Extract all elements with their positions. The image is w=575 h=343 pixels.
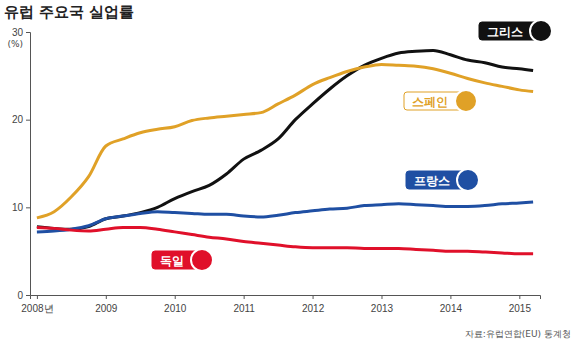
y-axis-line [26, 33, 31, 296]
series-label-text: 스페인 [412, 95, 448, 109]
series-label-badge [530, 20, 552, 42]
x-tick: 2009 [95, 295, 118, 314]
series-label: 스페인 [404, 90, 477, 112]
y-tick: 20 [12, 114, 30, 125]
x-tick-mark [313, 295, 314, 299]
series-label: 독일 [152, 249, 213, 271]
series-label-text: 독일 [160, 254, 184, 268]
x-tick-label: 2010 [164, 303, 187, 314]
title: 유럽 주요국 실업률 [4, 3, 134, 21]
series-label-text: 그리스 [487, 25, 523, 39]
series-line [37, 64, 533, 217]
x-tick-mark [106, 295, 107, 299]
x-tick-label: 2009 [95, 303, 118, 314]
series-label: 프랑스 [406, 169, 479, 191]
series-labels: 그리스스페인프랑스독일 [152, 20, 552, 271]
y-tick: 10 [12, 202, 30, 213]
y-tick-mark [26, 207, 30, 208]
x-tick: 2015 [509, 295, 532, 314]
x-tick-mark [450, 295, 451, 299]
x-axis-line [31, 296, 541, 300]
series-line [37, 227, 533, 253]
y-tick-mark [26, 295, 30, 296]
series-label-text: 프랑스 [414, 174, 450, 188]
y-tick-label: 10 [12, 202, 24, 213]
x-tick: 2008년 [21, 295, 53, 314]
series-label-badge [455, 90, 477, 112]
x-tick: 2012 [302, 295, 325, 314]
x-tick-mark [381, 295, 382, 299]
series-line [37, 50, 533, 229]
x-tick-mark [175, 295, 176, 299]
y-tick-label: 20 [12, 114, 24, 125]
x-tick: 2014 [440, 295, 463, 314]
series-label-badge [457, 169, 479, 191]
y-tick: 0 [17, 290, 30, 301]
x-tick-label: 2013 [371, 303, 394, 314]
y-axis-label: (%) [7, 39, 23, 49]
x-tick-label: 2015 [509, 303, 532, 314]
x-tick-label: 2012 [302, 303, 325, 314]
x-tick-mark [37, 295, 38, 299]
y-tick-mark [26, 32, 30, 33]
y-tick: 30 [12, 27, 30, 38]
lines [37, 50, 533, 253]
x-tick-mark [519, 295, 520, 299]
x-tick: 2011 [233, 295, 255, 314]
y-tick-label: 0 [17, 290, 23, 301]
chart: 유럽 주요국 실업률 0 10 20 30(%) 2008년 2009 2010 2011 201… [0, 0, 575, 343]
x-axis: 2008년 2009 2010 2011 2012 2013 2014 2015 [21, 295, 540, 314]
source: 자료:유럽연합(EU) 통계청 [465, 329, 571, 339]
x-tick: 2010 [164, 295, 187, 314]
x-tick-label: 2014 [440, 303, 463, 314]
x-tick-label: 2008년 [21, 303, 53, 314]
y-tick-mark [26, 120, 30, 121]
x-tick: 2013 [371, 295, 394, 314]
x-tick-mark [244, 295, 245, 299]
y-axis: 0 10 20 30 [12, 27, 31, 301]
y-tick-label: 30 [12, 27, 24, 38]
x-tick-label: 2011 [233, 303, 255, 314]
series-label: 그리스 [479, 20, 552, 42]
series-label-badge [191, 249, 213, 271]
